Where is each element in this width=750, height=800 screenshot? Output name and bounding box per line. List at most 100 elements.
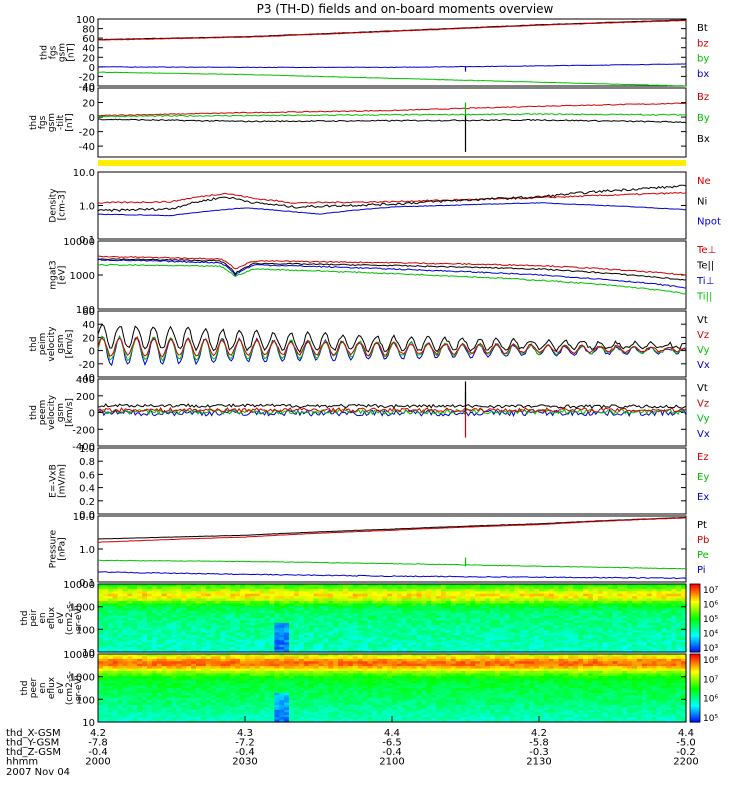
spectrogram-cell [343,603,349,607]
spectrogram-cell [107,601,114,605]
spectrogram-cell [205,671,212,675]
spectrogram-cell [274,658,280,662]
spectrogram-cell [117,719,124,723]
panel-frame [97,310,687,378]
colorbar-cell [690,640,700,643]
spectrogram-cell [338,608,344,612]
spectrogram-cell [279,707,285,711]
spectrogram-cell [98,613,104,617]
spectrogram-cell [416,620,422,624]
spectrogram-cell [490,625,496,629]
spectrogram-cell [641,598,648,602]
spectrogram-cell [210,661,217,665]
spectrogram-cell [646,637,653,641]
spectrogram-cell [387,613,393,617]
spectrogram-cell [176,591,182,595]
spectrogram-cell [656,608,663,612]
spectrogram-cell [122,610,128,614]
y-tick-label: -40 [79,142,95,153]
spectrogram-cell [676,596,682,600]
spectrogram-cell [186,620,192,624]
spectrogram-cell [220,588,226,592]
spectrogram-cell [671,603,677,607]
spectrogram-cell [347,588,354,592]
spectrogram-cell [441,608,447,612]
spectrogram-cell [597,586,604,590]
spectrogram-cell [494,630,501,634]
spectrogram-cell [264,596,271,600]
spectrogram-cell [235,635,241,639]
spectrogram-cell [573,603,579,607]
spectrogram-cell [200,717,207,721]
spectrogram-cell [171,644,177,648]
spectrogram-cell [181,603,187,607]
spectrogram-cell [563,647,569,651]
spectrogram-cell [235,603,241,607]
spectrogram-cell [411,601,418,605]
spectrogram-cell [519,620,525,624]
spectrogram-cell [597,630,604,634]
spectrogram-cell [107,675,114,679]
spectrogram-cell [377,608,383,612]
spectrogram-cell [455,593,462,597]
spectrogram-cell [612,601,618,605]
spectrogram-cell [455,615,462,619]
spectrogram-cell [548,632,555,636]
spectrogram-cell [137,635,143,639]
spectrogram-cell [235,695,241,699]
spectrogram-cell [102,717,109,721]
spectrogram-cell [504,605,511,609]
spectrogram-cell [328,637,334,641]
spectrogram-cell [161,637,168,641]
spectrogram-cell [171,593,177,597]
spectrogram-cell [240,688,246,692]
spectrogram-cell [166,615,173,619]
spectrogram-cell [460,615,467,619]
colorbar-cell [690,602,700,605]
spectrogram-cell [279,656,285,660]
spectrogram-cell [632,620,638,624]
spectrogram-cell [107,683,114,687]
spectrogram-cell [632,639,638,643]
spectrogram-cell [191,712,197,716]
spectrogram-cell [147,610,153,614]
spectrogram-cell [602,584,609,588]
spectrogram-cell [632,608,638,612]
spectrogram-cell [269,705,275,709]
spectrogram-cell [191,695,197,699]
spectrogram-cell [485,586,491,590]
spectrogram-cell [254,596,261,600]
spectrogram-cell [318,605,324,609]
spectrogram-cell [588,622,594,626]
spectrogram-cell [602,603,609,607]
spectrogram-cell [176,695,182,699]
spectrogram-cell [499,601,506,605]
spectrogram-cell [617,620,623,624]
spectrogram-cell [328,654,334,658]
spectrogram-cell [411,642,418,646]
colorbar-cell [690,587,700,590]
spectrogram-cell [137,671,143,675]
spectrogram-cell [117,702,124,706]
spectrogram-cell [200,680,207,684]
spectrogram-cell [387,630,393,634]
spectrogram-cell [117,635,124,639]
spectrogram-cell [294,622,300,626]
spectrogram-cell [519,588,525,592]
spectrogram-cell [303,700,310,704]
spectrogram-cell [230,666,236,670]
spectrogram-cell [450,598,457,602]
spectrogram-cell [632,605,638,609]
spectrogram-cell [254,605,261,609]
spectrogram-cell [504,630,511,634]
spectrogram-cell [387,584,393,588]
spectrogram-cell [200,702,207,706]
spectrogram-cell [421,647,427,651]
spectrogram-cell [147,683,153,687]
spectrogram-cell [298,678,305,682]
spectrogram-cell [191,630,197,634]
spectrogram-cell [357,610,364,614]
spectrogram-cell [392,588,398,592]
spectrogram-cell [377,632,383,636]
spectrogram-cell [543,632,550,636]
